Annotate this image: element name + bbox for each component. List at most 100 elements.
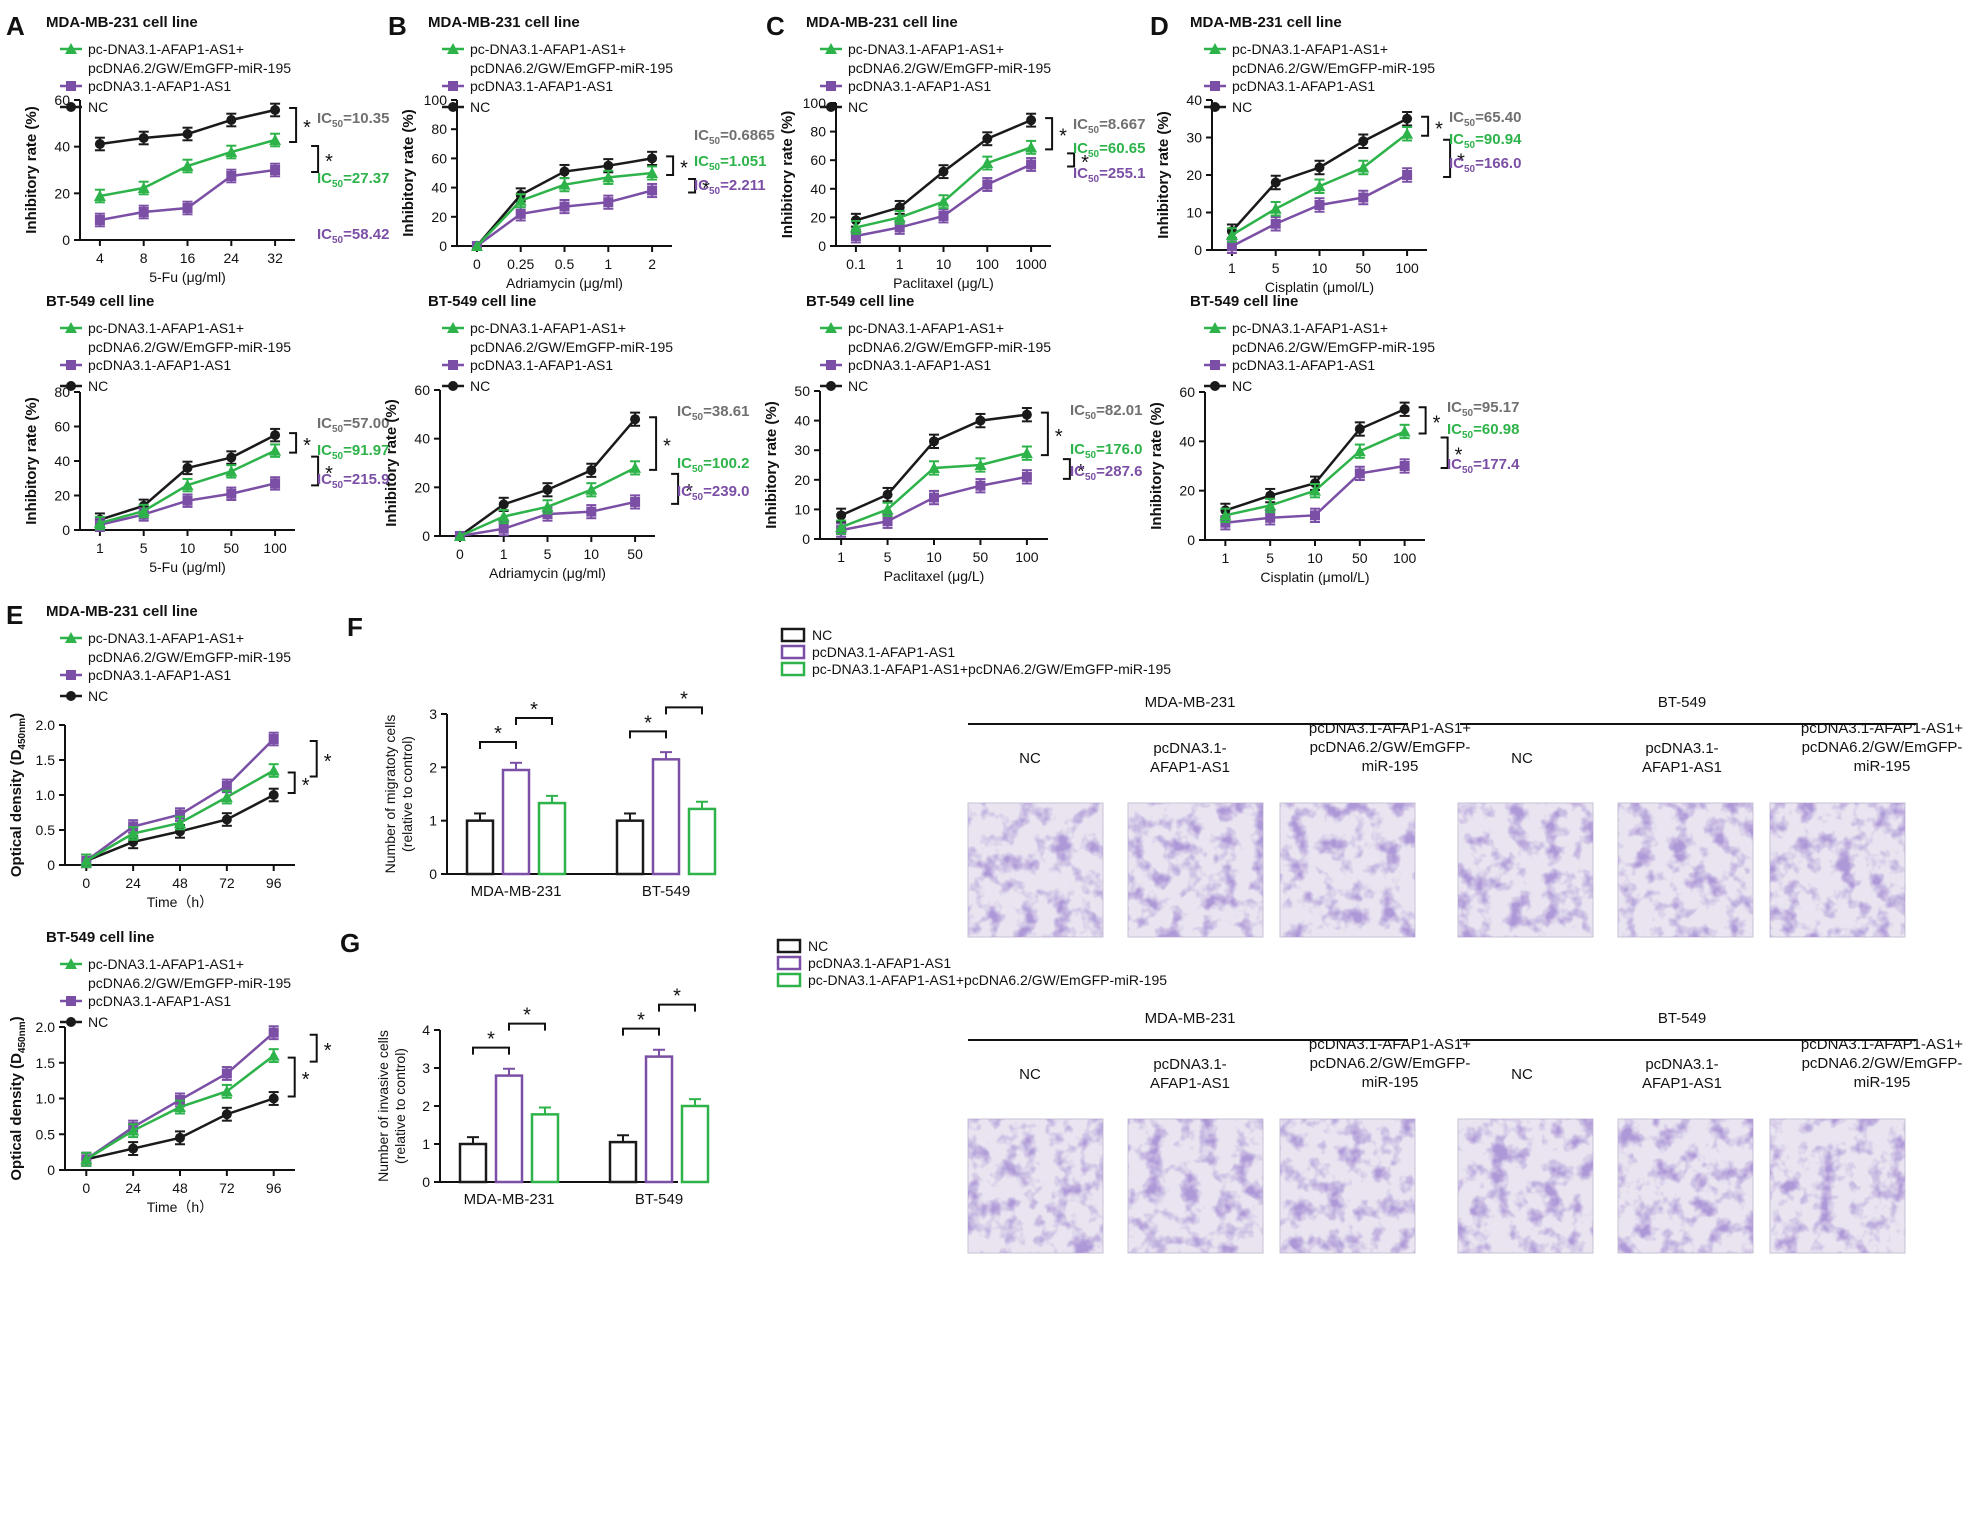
data-point <box>93 517 106 529</box>
group-name: MDA-MB-231 <box>1145 1010 1236 1027</box>
panel-letter: D <box>1150 11 1169 41</box>
y-tick-label: 0 <box>439 238 447 254</box>
y-tick-label: 1 <box>422 1136 430 1152</box>
data-point <box>938 210 949 221</box>
legend-entry: pcDNA3.1-AFAP1-AS1 <box>470 357 613 373</box>
condition-label: pcDNA3.1- <box>1645 740 1718 757</box>
condition-label: pcDNA3.1-AFAP1-AS1+ <box>1801 720 1963 737</box>
data-point <box>1026 115 1037 126</box>
data-point <box>182 203 193 213</box>
ic50-number: =27.37 <box>343 170 389 187</box>
legend-entry: pc-DNA3.1-AFAP1-AS1+ <box>88 41 244 57</box>
ic50-value: IC50=100.2 <box>677 455 749 475</box>
y-axis-label: Inhibitory rate (%) <box>763 401 780 529</box>
chart-title: BT-549 cell line <box>1190 293 1298 310</box>
condition-label: pcDNA3.1- <box>1645 1056 1718 1073</box>
ic50-subscript: 50 <box>1085 472 1097 483</box>
condition-label: pcDNA6.2/GW/EmGFP- <box>1802 739 1963 756</box>
x-tick-label: 5 <box>1272 260 1280 276</box>
ic50-value: IC50=0.6865 <box>694 127 775 147</box>
y-tick-label: 40 <box>794 413 810 429</box>
ic50-number: =95.17 <box>1473 399 1519 416</box>
x-tick-label: 10 <box>926 549 942 565</box>
x-tick-label: 32 <box>267 250 283 266</box>
x-axis-label: Adriamycin (μg/ml) <box>506 275 623 291</box>
panel-letter: B <box>388 11 407 41</box>
y-tick-label: 1.0 <box>36 1091 56 1107</box>
data-point <box>586 465 597 476</box>
chart-title: MDA-MB-231 cell line <box>46 14 198 31</box>
bar <box>494 1074 524 1184</box>
data-point <box>1354 468 1365 479</box>
data-point <box>541 500 554 512</box>
ic50-number: =91.97 <box>343 442 389 459</box>
y-tick-label: 1 <box>429 813 437 829</box>
condition-label: pcDNA6.2/GW/EmGFP- <box>1802 1055 1963 1072</box>
x-tick-label: 100 <box>1393 550 1417 566</box>
significance-bracket <box>515 717 553 725</box>
y-tick-label: 1.5 <box>36 752 56 768</box>
x-tick-label: 50 <box>224 540 240 556</box>
data-point <box>937 195 950 207</box>
legend-entry: pcDNA6.2/GW/EmGFP-miR-195 <box>1232 60 1435 76</box>
significance-bracket <box>309 740 318 778</box>
significance-star: * <box>324 751 332 773</box>
x-tick-label: 24 <box>224 250 240 266</box>
data-point <box>835 521 848 533</box>
significance-star: * <box>325 151 333 173</box>
y-tick-label: 40 <box>1179 433 1195 449</box>
x-tick-label: 24 <box>125 1180 141 1196</box>
data-point <box>127 827 140 839</box>
data-point <box>1314 162 1325 173</box>
ic50-prefix: IC <box>1070 402 1085 419</box>
y-tick-label: 20 <box>54 185 70 201</box>
data-point <box>66 102 76 112</box>
y-tick-label: 0 <box>47 1162 55 1178</box>
condition-label: NC <box>1019 750 1041 767</box>
y-tick-label: 40 <box>54 139 70 155</box>
significance-star: * <box>324 1040 332 1062</box>
y-tick-label: 20 <box>794 472 810 488</box>
data-point <box>1210 102 1220 112</box>
data-point <box>1309 484 1321 496</box>
y-axis-label: Inhibitory rate (%) <box>1155 111 1172 239</box>
x-tick-label: 1 <box>500 546 508 562</box>
y-tick-label: 100 <box>424 92 448 108</box>
bar <box>465 819 495 876</box>
significance-bracket <box>508 1022 546 1031</box>
data-point <box>975 415 986 426</box>
data-point <box>929 492 939 503</box>
data-point <box>128 1143 139 1154</box>
data-point <box>1314 200 1325 210</box>
data-point <box>65 43 77 54</box>
legend-entry: pcDNA3.1-AFAP1-AS1 <box>808 955 951 971</box>
data-point <box>498 523 509 534</box>
ic50-prefix: IC <box>1449 109 1464 126</box>
ic50-subscript: 50 <box>1085 411 1097 422</box>
data-point <box>1021 471 1032 482</box>
ic50-prefix: IC <box>1070 463 1085 480</box>
condition-label: pcDNA3.1-AFAP1-AS1+ <box>1801 1036 1963 1053</box>
significance-star: * <box>487 1029 495 1051</box>
ic50-number: =2.211 <box>720 177 765 194</box>
y-tick-label: 20 <box>1179 483 1195 499</box>
x-tick-label: 0 <box>82 875 90 891</box>
condition-label: pcDNA6.2/GW/EmGFP- <box>1310 739 1471 756</box>
x-axis-label: 5-Fu (μg/ml) <box>149 269 226 285</box>
x-tick-label: 50 <box>973 549 989 565</box>
legend-entry: pcDNA3.1-AFAP1-AS1 <box>88 993 231 1009</box>
chart-title: BT-549 cell line <box>428 293 536 310</box>
data-point <box>66 81 76 91</box>
data-point <box>1265 512 1276 523</box>
y-axis-label: Number of migratoty cells <box>382 715 398 874</box>
data-point <box>1225 229 1238 240</box>
x-tick-label: 1 <box>96 540 104 556</box>
data-point <box>66 1017 76 1027</box>
significance-bracket <box>1045 117 1054 151</box>
significance-star: * <box>325 463 333 485</box>
y-axis-label: Inhibitory rate (%) <box>23 397 40 525</box>
legend-entry: pc-DNA3.1-AFAP1-AS1+ <box>470 320 626 336</box>
legend-entry: pcDNA6.2/GW/EmGFP-miR-195 <box>470 339 673 355</box>
y-axis-label: Inhibitory rate (%) <box>383 399 400 527</box>
data-point <box>226 171 237 181</box>
